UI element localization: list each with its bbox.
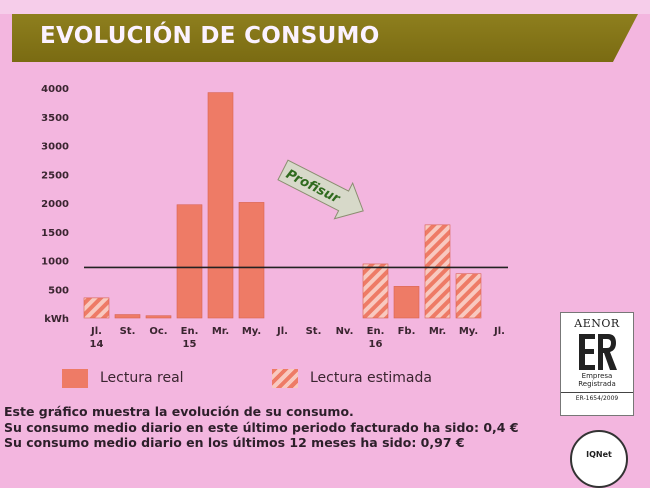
legend-estimated: Lectura estimada [272, 368, 432, 388]
profisur-arrow-shape [277, 159, 364, 220]
bar-real [176, 204, 203, 319]
x-tick-label: Mr. [429, 326, 446, 337]
note-line: Su consumo medio diario en los últimos 1… [4, 435, 465, 450]
x-tick-year: 15 [183, 339, 197, 350]
er-logo-icon [579, 334, 617, 370]
bar-estimated [83, 297, 110, 319]
legend-estimated-label: Lectura estimada [310, 370, 432, 386]
legend-real-swatch [62, 368, 88, 388]
note-line: Este gráfico muestra la evolución de su … [4, 404, 354, 419]
iqnet-label: IQNet [586, 450, 612, 459]
y-tick-label: 3000 [41, 142, 69, 153]
y-tick-label: 1000 [41, 257, 69, 268]
bar-real [238, 202, 265, 319]
consumption-chart: 4000 3500 3000 2500 2000 1500 1000 500 kWh Jl. 14… [41, 84, 508, 350]
aenor-code: ER-1654/2009 [561, 392, 633, 402]
x-tick-label: St. [306, 326, 322, 337]
bar-real [114, 314, 141, 319]
aenor-line2: Registrada [578, 380, 616, 388]
bar-real [393, 286, 420, 319]
y-tick-label: 500 [48, 285, 69, 296]
x-tick-label: En. [367, 326, 385, 337]
x-tick-label: My. [242, 326, 261, 337]
aenor-line1: Empresa [581, 372, 613, 380]
aenor-title: AENOR [574, 317, 620, 330]
legend-estimated-swatch [272, 368, 298, 388]
profisur-annotation: Profisur [277, 159, 364, 220]
bar-real [145, 315, 172, 319]
y-axis-unit: kWh [44, 314, 69, 325]
y-tick-label: 2500 [41, 170, 69, 181]
x-tick-label: Jl. [493, 326, 505, 337]
y-tick-label: 2000 [41, 199, 69, 210]
x-tick-label: My. [459, 326, 478, 337]
page-title: EVOLUCIÓN DE CONSUMO [40, 23, 380, 49]
x-tick-year: 14 [90, 339, 104, 350]
bar-estimated [362, 263, 389, 319]
bar-real [207, 92, 234, 319]
x-tick-label: Jl. [90, 326, 102, 337]
x-tick-label: En. [181, 326, 199, 337]
y-tick-label: 4000 [41, 84, 69, 95]
header-band [12, 14, 638, 62]
x-tick-label: Fb. [398, 326, 416, 337]
x-tick-label: Jl. [276, 326, 288, 337]
x-tick-label: St. [120, 326, 136, 337]
aenor-badge: AENOR Empresa Registrada ER-1654/2009 [560, 312, 634, 416]
legend-real: Lectura real [62, 368, 184, 388]
top-strip [0, 0, 650, 14]
x-tick-year: 16 [369, 339, 383, 350]
y-tick-label: 1500 [41, 228, 69, 239]
profisur-arrow-icon: Profisur [277, 159, 364, 220]
x-tick-label: Nv. [336, 326, 354, 337]
consumption-notes: Este gráfico muestra la evolución de su … [4, 404, 519, 451]
x-tick-label: Mr. [212, 326, 229, 337]
note-line: Su consumo medio diario en este último p… [4, 419, 519, 435]
bar-estimated [424, 224, 451, 319]
bar-estimated [455, 273, 482, 319]
y-tick-label: 3500 [41, 113, 69, 124]
x-tick-label: Oc. [149, 326, 167, 337]
legend-real-label: Lectura real [100, 370, 184, 386]
iqnet-badge: IQNet [570, 430, 628, 488]
